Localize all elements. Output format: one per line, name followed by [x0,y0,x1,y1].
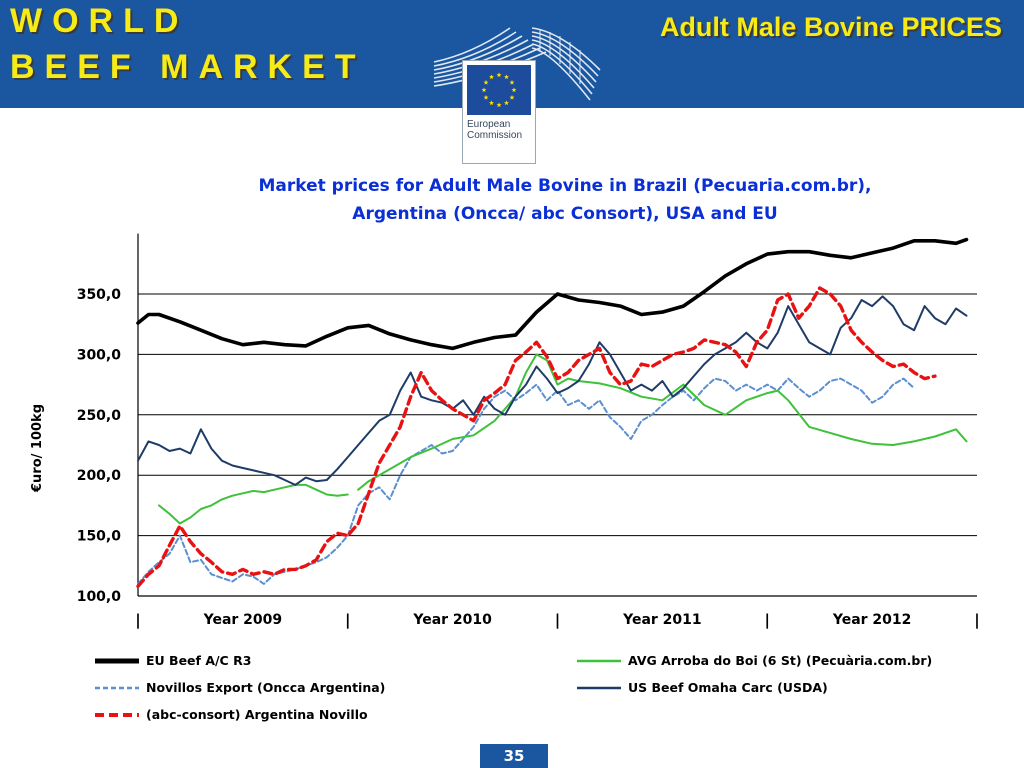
eu-star-icon [511,87,517,93]
page-number: 35 [480,744,548,768]
eu-star-icon [504,100,509,106]
eu-star-icon [489,100,494,106]
header-subtitle: Adult Male Bovine PRICES [659,12,1002,42]
eu-star-icon [496,72,502,78]
series-line-arg-export [137,377,916,585]
chart-title-line-1: Market prices for Adult Male Bovine in B… [258,176,872,196]
series-line-eu [136,237,969,351]
eu-star-icon [483,79,489,85]
eu-star-icon [504,74,509,80]
eu-star-icon [509,79,515,85]
eu-star-icon [489,74,494,80]
legend-item-arg-export: Novillos Export (Oncca Argentina) [95,679,425,699]
legend-label-arg-novillo: (abc-consort) Argentina Novillo [146,707,368,722]
title-line-2: BEEF MARKET [10,48,366,86]
series-line-brazil [357,353,968,491]
legend-item-arg-novillo: (abc-consort) Argentina Novillo [95,706,425,726]
logo-text: European Commission [467,119,522,141]
legend-swatch-arg-novillo [95,713,139,717]
eu-star-icon [483,94,489,100]
legend-swatch-usa [577,686,621,690]
legend-item-usa: US Beef Omaha Carc (USDA) [577,679,877,699]
x-tick-label: Year 2009 [203,612,283,628]
title-line-1: WORLD [10,2,189,40]
eu-star-icon [481,87,487,93]
x-tick-label: Year 2010 [412,612,492,628]
logo-box: European Commission [462,60,536,164]
x-tick-label: Year 2012 [832,612,912,628]
eu-flag [467,65,531,115]
legend-label-brazil: AVG Arroba do Boi (6 St) (Pecuària.com.b… [628,653,933,668]
y-tick-label: 200,0 [77,468,122,484]
legend-swatch-arg-export [95,686,139,690]
legend-label-usa: US Beef Omaha Carc (USDA) [628,680,828,695]
y-tick-label: 100,0 [77,589,122,605]
legend-item-eu: EU Beef A/C R3 [95,652,395,672]
eu-stars-icon [481,72,517,108]
x-separator-label: | [765,611,770,630]
logo-text-line-2: Commission [467,130,523,141]
y-tick-label: 300,0 [77,347,122,363]
legend-label-eu: EU Beef A/C R3 [146,653,252,668]
series-line-usa [137,295,968,486]
series-line-arg-novillo [136,286,937,588]
y-axis-title: €uro/ 100kg [30,404,45,493]
y-tick-label: 150,0 [77,529,122,545]
series-line-brazil [158,483,349,525]
logo-text-line-1: European [467,119,511,130]
x-separator-label: | [974,611,979,630]
x-separator-label: | [555,611,560,630]
legend-swatch-eu [95,658,139,664]
x-separator-label: | [345,611,350,630]
chart-title-line-2: Argentina (Oncca/ abc Consort), USA and … [352,204,778,224]
legend-label-arg-export: Novillos Export (Oncca Argentina) [146,680,386,695]
y-tick-label: 350,0 [77,287,122,303]
eu-star-icon [509,94,515,100]
legend-swatch-brazil [577,659,621,663]
legend-item-brazil: AVG Arroba do Boi (6 St) (Pecuària.com.b… [577,652,997,672]
european-commission-logo: European Commission [432,22,602,164]
y-tick-label: 250,0 [77,408,122,424]
x-tick-label: Year 2011 [622,612,702,628]
x-separator-label: | [135,611,140,630]
eu-star-icon [496,102,502,108]
